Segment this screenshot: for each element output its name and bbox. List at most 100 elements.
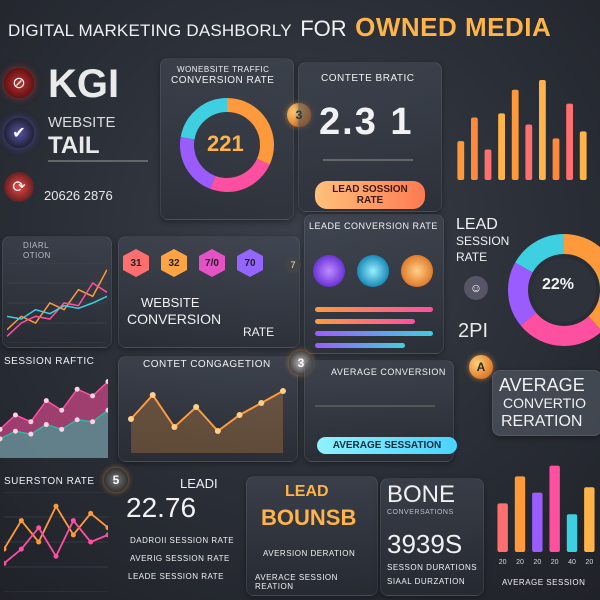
hex-line1: WEBSITE — [141, 295, 200, 310]
bone-line2: SIAAL DURZATION — [387, 577, 466, 586]
lead-line3: LEADE SESSION RATE — [128, 572, 224, 581]
mini-chart-sublabel: OTION — [23, 251, 51, 260]
engagement-point — [128, 416, 134, 422]
bottom-bar-label: 20 — [516, 559, 524, 566]
lead-label: LEADI — [180, 476, 218, 491]
rate-point — [105, 532, 108, 538]
average-session-button[interactable]: AVERAGE SESSATION — [317, 437, 457, 454]
engagement-point — [280, 388, 286, 394]
bounce-label2: BOUNSB — [261, 505, 357, 530]
top-bar-9 — [566, 103, 573, 180]
avg-big-line3: RERATION — [501, 413, 583, 430]
avg-big-line1: AVERAGE — [499, 375, 585, 395]
engagement-label: CONTET CONGAGETION — [143, 359, 271, 370]
traffic-panel: WONEBSITE TRAFFIC CONVERSION RATE 221 3 — [160, 58, 311, 220]
bottom-bar-6 — [584, 487, 595, 552]
no-entry-icon: ⊘ — [4, 68, 34, 98]
avg-badge: A — [469, 355, 493, 379]
bottom-bar-4 — [549, 465, 560, 552]
session-donut-value: 22% — [542, 276, 575, 293]
session-label1: LEAD — [456, 216, 498, 233]
kpi-value: 20626 2876 — [44, 188, 113, 203]
content-divider — [323, 159, 413, 161]
bottom-bar-label: 20 — [533, 559, 541, 566]
hex-2: 32 — [161, 249, 187, 277]
bottom-bar-1 — [497, 503, 508, 552]
series-line-cyan — [7, 295, 107, 320]
area-point — [12, 428, 18, 434]
rate-point — [88, 510, 94, 516]
top-bar-2 — [471, 117, 478, 180]
lead-value: 22.76 — [126, 492, 197, 523]
area-line-pink — [0, 381, 108, 430]
session-rate-label: SUERSTON RATE — [4, 476, 95, 487]
bounce-line2: AVERACE SESSION REATION — [255, 573, 338, 591]
session-donut-chart — [508, 234, 600, 346]
area-point — [0, 426, 3, 432]
top-bar-5 — [511, 89, 519, 180]
progress-bar-3 — [315, 331, 433, 336]
lead-line2: AVERIG SESSION RATE — [130, 554, 230, 563]
bottom-bar-2 — [514, 476, 526, 552]
donut-segment-cyan — [180, 98, 274, 192]
session-traffic-panel: SESSION RAFTIC — [0, 352, 108, 460]
check-icon: ✔ — [4, 118, 34, 148]
session-donut-pink — [508, 234, 600, 346]
area-line-teal — [0, 409, 108, 440]
area-point — [12, 412, 18, 418]
kpi-big-label: KGI — [48, 62, 120, 106]
bottom-bar-label: 40 — [568, 559, 576, 566]
rate-point — [36, 525, 42, 531]
rate-point — [36, 539, 42, 545]
area-teal — [0, 410, 108, 458]
kpi-line2: TAIL — [48, 132, 100, 159]
user-icon: ☺ — [464, 276, 488, 300]
content-label: CONTETE BRATIC — [321, 73, 415, 84]
top-bar-7 — [539, 80, 546, 180]
bone-value: 3939S — [387, 529, 463, 559]
top-bar-10 — [579, 131, 587, 180]
bottom-bar-label: 20 — [551, 559, 559, 566]
bounce-panel: LEAD BOUNSB AVERSION DERATION AVERACE SE… — [246, 476, 378, 596]
bone-sub: CONVERSATIONS — [387, 509, 454, 516]
session-label2: SESSION — [456, 234, 510, 248]
kpi-caption — [48, 160, 148, 162]
donut-segment-pink — [180, 98, 274, 192]
title-part3: OWNED MEDIA — [355, 12, 552, 42]
session-value: 2PI — [458, 320, 489, 342]
title-part2: FOR — [300, 16, 347, 41]
engagement-point — [193, 404, 200, 410]
conversion-label: LEADE CONVERSION RATE — [309, 221, 438, 231]
progress-bar-1 — [315, 307, 433, 312]
hex-line2: CONVERSION — [127, 311, 222, 327]
hex-panel: 31 32 7/0 70 7 WEBSITE CONVERSION RATE — [118, 236, 301, 348]
area-point — [74, 417, 80, 423]
engagement-area — [131, 391, 283, 453]
area-point — [0, 436, 3, 442]
series-line-orange — [7, 269, 107, 331]
hex-1: 31 — [123, 249, 149, 277]
lead-session-button[interactable]: LEAD SOSSION RATE — [315, 181, 425, 209]
content-panel: CONTETE BRATIC 2.3 1 LEAD SOSSION RATE — [298, 62, 442, 212]
rate-point — [4, 560, 7, 566]
rate-point — [70, 532, 76, 538]
hex-4: 70 — [237, 249, 263, 277]
engagement-point — [214, 428, 221, 434]
traffic-donut-chart — [180, 98, 274, 192]
metric-circle-orange — [401, 255, 433, 287]
rate-point — [18, 546, 24, 552]
top-bar-3 — [484, 149, 492, 180]
rate-point — [53, 503, 59, 509]
avg-label: AVERAGE CONVERSION — [331, 367, 446, 377]
avg-big-line2: CONVERTIO — [503, 395, 586, 411]
session-panel: LEAD SESSION RATE ☺ 2PI 22% — [450, 210, 600, 360]
kpi-line1: WEBSITE — [48, 114, 116, 131]
top-bar-6 — [525, 124, 533, 180]
mini-chart-label: DIARL — [23, 241, 50, 250]
engagement-line-chart — [128, 388, 286, 453]
bone-line1: SESSON DURATIONS — [387, 563, 478, 572]
session-rate-chart — [4, 492, 108, 592]
rate-point — [70, 518, 76, 524]
bar-panel-bottom: 20 20 20 20 40 20 AVERAGE SESSION — [490, 440, 600, 596]
traffic-label2: CONVERSION RATE — [171, 75, 275, 86]
